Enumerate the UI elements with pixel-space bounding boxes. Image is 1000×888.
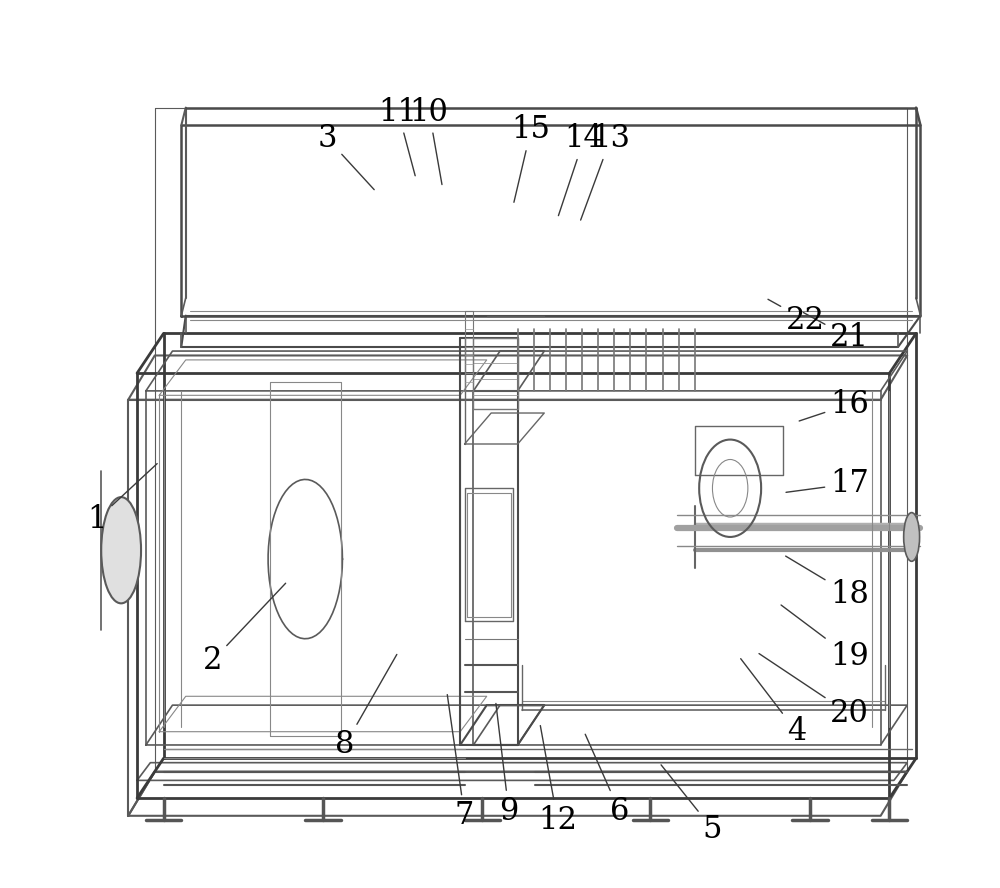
Ellipse shape [904, 512, 920, 561]
Text: 5: 5 [661, 765, 722, 844]
Text: 1: 1 [87, 464, 157, 535]
Text: 3: 3 [318, 123, 374, 190]
Text: 8: 8 [335, 654, 397, 760]
Text: 21: 21 [803, 313, 869, 353]
Text: 10: 10 [410, 97, 449, 185]
Ellipse shape [101, 497, 141, 603]
Text: 4: 4 [741, 659, 806, 747]
Text: 18: 18 [786, 556, 869, 610]
Text: 9: 9 [496, 703, 518, 827]
Text: 15: 15 [511, 115, 550, 202]
Text: 20: 20 [759, 654, 869, 730]
Text: 11: 11 [379, 97, 418, 176]
Text: 16: 16 [799, 389, 869, 421]
Text: 14: 14 [558, 123, 603, 216]
Text: 22: 22 [768, 299, 825, 336]
Text: 17: 17 [786, 468, 869, 499]
Text: 7: 7 [447, 694, 474, 831]
Text: 19: 19 [781, 605, 869, 672]
Text: 2: 2 [203, 583, 286, 677]
Text: 12: 12 [538, 725, 577, 836]
Text: 13: 13 [581, 123, 630, 220]
Text: 6: 6 [585, 734, 629, 827]
